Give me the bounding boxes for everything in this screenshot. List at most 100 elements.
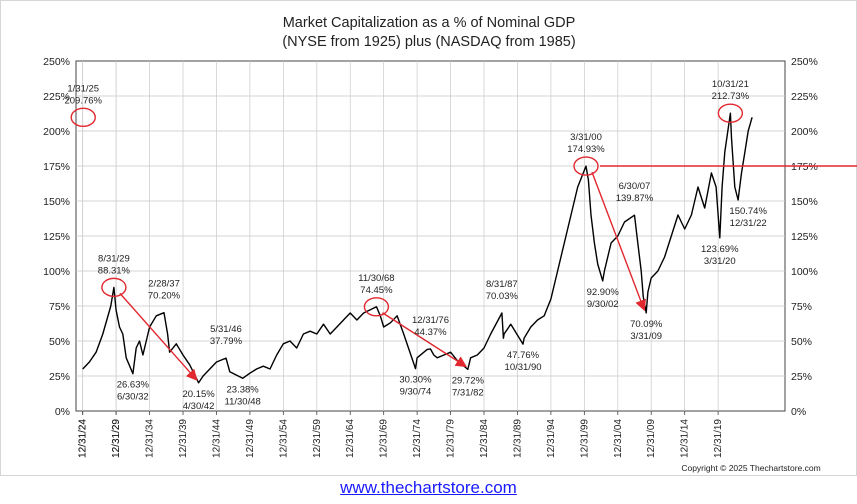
annotation-value: 23.38%	[227, 384, 260, 395]
x-tick-label: 12/31/14	[680, 419, 691, 458]
annotation-date: 6/30/32	[117, 392, 149, 403]
y-tick-label-left: 250%	[43, 56, 70, 68]
y-axis-left: 0% 25% 50% 75% 100% 125% 150% 175% 200% 225% 250%	[43, 56, 70, 418]
annotation-value: 30.30%	[399, 375, 432, 386]
y-tick-label-right: 125%	[791, 231, 818, 243]
y-tick-label-left: 25%	[49, 371, 70, 383]
annotation-value: 150.74%	[729, 206, 767, 217]
x-tick-label: 12/31/94	[546, 419, 557, 458]
annotation-date: 3/31/09	[630, 331, 662, 342]
grid	[75, 60, 786, 412]
annotation-date: 7/31/82	[452, 387, 484, 398]
copyright-text: Copyright © 2025 Thechartstore.com	[681, 463, 820, 473]
annotation-date: 44.37%	[414, 327, 447, 338]
y-tick-label-left: 200%	[43, 126, 70, 138]
annotation-value: 26.63%	[117, 380, 150, 391]
annotation-date: 212.73%	[712, 91, 750, 102]
annotation-value: 2/28/37	[148, 279, 180, 290]
annotation-overlay	[70, 103, 857, 381]
x-tick-label: 12/31/59	[312, 419, 323, 458]
annotation-date: 10/31/90	[505, 362, 542, 373]
annotation-date: 12/31/22	[730, 218, 767, 229]
x-tick-label: 12/31/24	[78, 419, 89, 458]
annotation-value: 8/31/29	[98, 253, 130, 264]
peak-circle	[363, 297, 390, 317]
x-tick-label: 12/31/69	[379, 419, 390, 458]
x-tick-label: 12/31/29	[111, 419, 122, 458]
y-tick-label-left: 75%	[49, 301, 70, 313]
x-tick-label: 12/31/74	[412, 419, 423, 458]
y-tick-label-right: 100%	[791, 266, 818, 278]
x-tick-label: 12/31/64	[345, 419, 356, 458]
y-tick-label-right: 225%	[791, 91, 818, 103]
y-tick-label-left: 225%	[43, 91, 70, 103]
decline-arrow	[382, 312, 468, 368]
annotation-value: 70.09%	[630, 319, 663, 330]
annotation-date: 9/30/02	[587, 299, 619, 310]
annotation-value: 11/30/68	[358, 273, 394, 284]
y-tick-label-left: 50%	[49, 336, 70, 348]
annotation-date: 139.87%	[616, 193, 654, 204]
y-tick-label-right: 250%	[791, 56, 818, 68]
x-tick-label: 12/31/89	[512, 419, 523, 458]
peak-circle	[717, 103, 744, 123]
annotation-date: 37.79%	[210, 336, 243, 347]
y-tick-label-left: 0%	[55, 406, 70, 418]
y-tick-label-right: 75%	[791, 301, 812, 313]
market-cap-chart: Market Capitalization as a % of Nominal …	[43, 15, 857, 473]
x-axis: 12/31/24 12/31/29 12/31/34 12/31/39 12/31/44…	[78, 411, 724, 458]
annotation-value: 47.76%	[507, 350, 540, 361]
decline-arrow	[591, 171, 646, 312]
annotation-date: 9/30/74	[400, 387, 432, 398]
peak-circle	[573, 156, 599, 176]
y-axis-right: 0% 25% 50% 75% 100% 125% 150% 175% 200% 225% 250%	[791, 56, 818, 418]
x-tick-label: 12/31/34	[145, 419, 156, 458]
x-tick-label: 12/31/09	[646, 419, 657, 458]
annotation-value: 5/31/46	[210, 324, 242, 335]
y-tick-label-left: 125%	[43, 231, 70, 243]
annotation-value: 3/31/00	[570, 132, 602, 143]
y-tick-label-right: 200%	[791, 126, 818, 138]
annotation-value: 12/31/76	[412, 315, 449, 326]
x-tick-label: 12/31/79	[446, 419, 457, 458]
thechartstore-link[interactable]: www.thechartstore.com	[340, 478, 517, 497]
x-tick-label: 12/31/19	[713, 419, 724, 458]
peak-circle	[101, 277, 127, 298]
peak-circle	[70, 107, 96, 128]
annotation-date: 4/30/42	[183, 401, 215, 412]
y-tick-label-right: 150%	[791, 196, 818, 208]
x-tick-label: 12/31/29	[111, 419, 122, 458]
x-tick-label: 12/31/99	[579, 419, 590, 458]
chart-subtitle: (NYSE from 1925) plus (NASDAQ from 1985)	[282, 34, 575, 50]
annotation-date: 74.45%	[360, 285, 393, 296]
x-tick-label: 12/31/39	[178, 419, 189, 458]
y-tick-label-right: 50%	[791, 336, 812, 348]
annotation-value: 123.69%	[701, 244, 739, 255]
y-tick-label-right: 0%	[791, 406, 806, 418]
chart-frame: Market Capitalization as a % of Nominal …	[0, 0, 857, 476]
y-tick-label-left: 100%	[43, 266, 70, 278]
annotation-date: 70.03%	[486, 291, 519, 302]
x-tick-label: 12/31/44	[211, 419, 222, 458]
x-tick-label: 12/31/04	[613, 419, 624, 458]
annotation-value: 20.15%	[182, 389, 215, 400]
annotation-value: 8/31/87	[486, 279, 518, 290]
annotation-value: 92.90%	[587, 287, 620, 298]
annotation-date: 70.20%	[148, 291, 181, 302]
annotation-date: 11/30/48	[225, 396, 261, 407]
x-tick-label: 12/31/84	[479, 419, 490, 458]
annotation-date: 3/31/20	[704, 256, 736, 267]
y-tick-label-left: 175%	[43, 161, 70, 173]
annotation-value: 1/31/25	[67, 83, 99, 94]
annotation-value: 10/31/21	[712, 79, 749, 90]
annotation-date: 209.76%	[64, 95, 102, 106]
x-tick-label: 12/31/24	[78, 419, 89, 458]
annotation-date: 88.31%	[98, 265, 131, 276]
chart-title: Market Capitalization as a % of Nominal …	[283, 15, 576, 31]
annotation-date: 174.93%	[567, 144, 605, 155]
y-tick-label-right: 175%	[791, 161, 818, 173]
series-layer	[82, 112, 753, 384]
y-tick-label-left: 150%	[43, 196, 70, 208]
market-cap-series-line	[82, 112, 753, 384]
